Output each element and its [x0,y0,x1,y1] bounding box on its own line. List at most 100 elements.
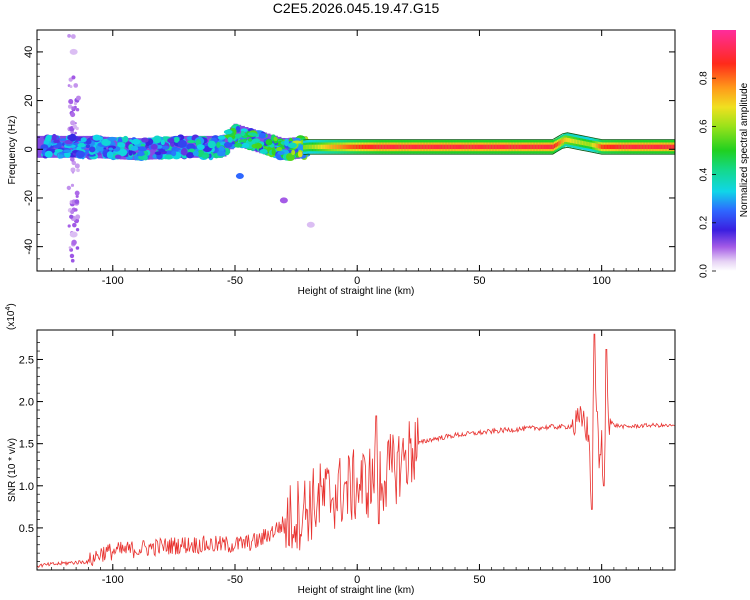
heatmap-ridge-cell [435,144,438,150]
heatmap-ridge-cell [594,143,598,148]
colorbar-label: Normalized spectral amplitude [739,82,750,217]
heatmap-ridge-cell [644,144,647,150]
heatmap-noise-blob [141,137,149,143]
heatmap-x-tick-label: -100 [102,275,124,287]
heatmap-noise-blob [71,75,76,80]
heatmap-ridge-cell [665,144,668,150]
heatmap-ridge-cell [630,144,633,150]
heatmap-ridge-cell [358,144,361,150]
heatmap-ridge-cell [509,144,513,150]
heatmap-ridge-cell [567,137,570,143]
heatmap-ridge-cell [348,144,351,150]
heatmap-ridge-cell [367,144,370,150]
snr-x-tick-label: -100 [102,574,124,586]
heatmap-ridge-cell [589,142,592,147]
heatmap-ridge-cell [511,144,514,150]
heatmap-ridge-cell [609,144,612,150]
heatmap-x-axis-label: Height of straight line (km) [298,286,415,297]
heatmap-ridge-cell [486,144,489,150]
heatmap-noise-blob [235,133,242,139]
heatmap-ridge-cell [351,144,354,150]
heatmap-ridge-cell [640,144,643,150]
heatmap-ridge-cell [523,144,526,150]
heatmap-ridge-cell [421,144,425,150]
heatmap-ridge-cell [396,144,400,150]
heatmap-ridge-cell [423,144,426,150]
heatmap-ridge-cell [451,144,454,150]
heatmap-noise-blob [107,136,118,142]
heatmap-ridge-cell [555,142,558,148]
heatmap-ridge-cell [559,140,562,145]
heatmap-ridge-cell [528,144,532,150]
heatmap-ridge-cell [489,144,492,150]
heatmap-noise-blob [177,139,187,148]
heatmap-noise-blob [70,120,76,126]
colorbar-ticks: 0.0 0.2 0.4 0.6 0.8 [699,71,716,278]
heatmap-ridge-cell [672,144,675,150]
heatmap-ridge-cell [638,144,642,150]
heatmap-ridge-cell [319,144,322,150]
heatmap-noise-blob [101,138,111,146]
heatmap-ridge-cell [363,144,366,150]
heatmap-ridge-cell [468,144,471,150]
heatmap-noise-blob [277,151,285,155]
heatmap-ridge-cell [307,144,310,150]
heatmap-ridge-cell [470,144,473,150]
heatmap-data-layer [37,33,675,263]
heatmap-noise-blob [74,190,80,196]
heatmap-ridge-cell [517,144,520,150]
heatmap-ridge-cell [531,144,535,150]
heatmap-noise-blob [216,141,221,148]
heatmap-ridge-cell [527,144,530,150]
heatmap-ridge-cell [364,144,367,150]
heatmap-ridge-cell [628,144,631,150]
heatmap-noise-blob [70,183,75,187]
chart-title: C2E5.2026.045.19.47.G15 [273,0,440,16]
heatmap-ridge-cell [591,142,595,148]
heatmap-noise-blob [75,150,86,159]
heatmap-ridge-cell [543,144,546,150]
heatmap-noise-blob [132,138,141,145]
heatmap-plot-frame [36,29,676,272]
heatmap-ridge-cell [546,144,549,150]
heatmap-ridge-cell [333,144,337,150]
heatmap-ridge-cell [655,144,658,150]
heatmap-noise-blob [44,150,53,158]
heatmap-noise-blob [70,112,76,118]
heatmap-ridge-cell [622,144,625,150]
heatmap-ridge-cell [405,144,408,150]
heatmap-noise-blob [75,227,80,232]
heatmap-x-tick-label: 0 [354,275,360,287]
heatmap-ridge-cell [436,144,439,150]
heatmap-x-ticks: -100 -50 0 50 100 [51,30,664,287]
heatmap-noise-blob [265,139,273,146]
heatmap-ridge-cell [467,144,470,150]
heatmap-ridge-cell [418,144,422,150]
heatmap-ridge-cell [550,144,554,150]
heatmap-noise-blob [152,135,162,144]
heatmap-noise-blob [271,148,276,156]
heatmap-noise-blob [143,155,148,161]
heatmap-ridge-cell [342,144,345,150]
colorbar-tick-label: 0.6 [699,119,710,133]
heatmap-noise-blob [128,149,133,156]
heatmap-noise-blob [71,160,77,166]
heatmap-ridge-cell [458,144,461,150]
heatmap-noise-blob [173,136,180,143]
snr-plot-frame [36,329,676,571]
heatmap-ridge-cell [322,144,325,150]
heatmap-halo-cell [61,135,66,158]
heatmap-ridge-cell [615,144,618,150]
heatmap-ridge-cell [411,144,414,150]
heatmap-noise-blob [240,130,246,137]
heatmap-ridge-cell [311,144,315,150]
heatmap-ridge-cell [440,144,444,150]
heatmap-isolated-blob [235,173,244,180]
heatmap-isolated-blob [69,231,78,238]
heatmap-ridge-cell [542,144,545,150]
heatmap-ridge-cell [380,144,383,150]
heatmap-ridge-cell [605,144,608,150]
heatmap-ridge-cell [515,144,518,150]
heatmap-ridge-cell [593,143,596,148]
